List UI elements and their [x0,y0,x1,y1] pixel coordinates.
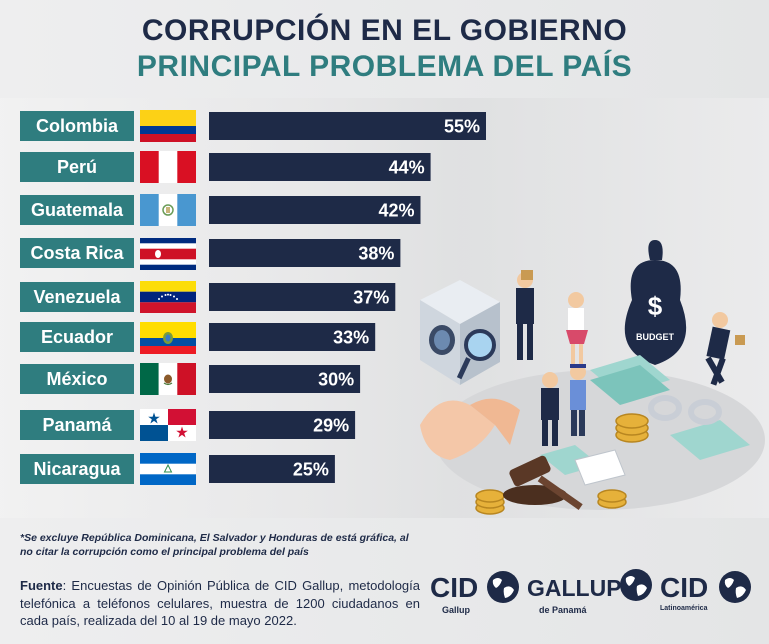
washing-machine-icon [420,280,500,385]
cid-latinoamerica-logo-sub: Latinoamérica [660,605,708,612]
gallup-panama-logo-main: GALLUP [527,575,622,601]
country-label-nicaragua: Nicaragua [20,454,134,484]
country-label-peru: Perú [20,152,134,182]
ecuador-flag-icon [140,322,196,354]
money-bag-label: BUDGET [636,332,675,342]
businesswoman-figure-icon [566,292,588,364]
source-label: Fuente [20,578,63,593]
cid-gallup-logo-sub: Gallup [442,605,471,615]
country-label-ecuador: Ecuador [20,322,134,352]
businessman-figure-icon [516,270,534,360]
guatemala-flag-icon [140,194,196,226]
corruption-illustration: $ BUDGET [420,240,765,515]
source-text: Fuente: Encuestas de Opinión Pública de … [20,577,420,630]
country-label-mexico: México [20,364,134,394]
handcuffs-icon [648,395,722,425]
gallup-panama-logo: GALLUP de Panamá [527,566,655,626]
mexico-flag-icon [140,363,196,395]
cid-gallup-logo: CID Gallup [430,566,522,626]
money-bag-symbol: $ [648,291,663,321]
handshake-icon [420,398,520,460]
gallup-panama-logo-sub: de Panamá [539,605,587,615]
country-label-panama: Panamá [20,410,134,440]
running-man-figure-icon [705,312,745,386]
colombia-flag-icon [140,110,196,142]
cid-latinoamerica-logo-main: CID [660,572,709,603]
gavel-icon [503,455,583,510]
country-label-guatemala: Guatemala [20,195,134,225]
police-officer-figure-icon [570,364,586,436]
globe-icon [620,569,652,601]
peru-flag-icon [140,151,196,183]
document-icon [574,449,626,486]
country-label-colombia: Colombia [20,111,134,141]
panama-flag-icon [140,409,196,441]
coins-icon [475,413,649,515]
footnote: *Se excluye República Dominicana, El Sal… [20,532,409,558]
cid-latinoamerica-logo: CID Latinoamérica [660,566,760,626]
costa-rica-flag-icon [140,238,196,270]
source-body: : Encuestas de Opinión Pública de CID Ga… [20,578,420,628]
magnifier-icon [456,329,496,380]
arrested-man-figure-icon [541,372,559,446]
chart-title-line-1: CORRUPCIÓN EN EL GOBIERNO [141,14,628,47]
country-label-costa-rica: Costa Rica [20,238,134,268]
globe-icon [487,571,519,603]
money-bag-icon: $ BUDGET [624,240,687,365]
cid-gallup-logo-main: CID [430,572,479,603]
nicaragua-flag-icon [140,453,196,485]
chart-title-line-2: PRINCIPAL PROBLEMA DEL PAÍS [136,50,633,83]
venezuela-flag-icon [140,281,196,313]
globe-icon [719,571,751,603]
country-label-venezuela: Venezuela [20,282,134,312]
